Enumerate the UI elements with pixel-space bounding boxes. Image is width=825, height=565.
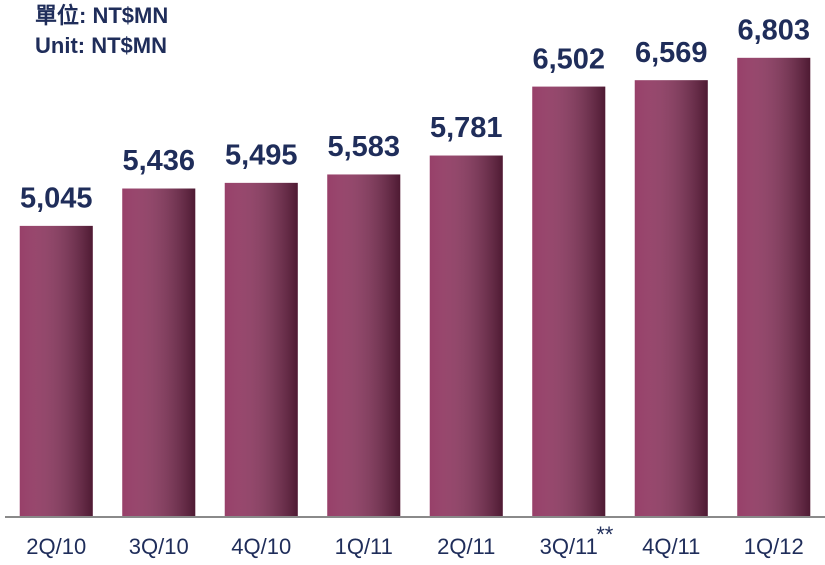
value-label: 5,495 — [225, 140, 298, 172]
unit-label: Unit: NT$MN — [35, 33, 167, 58]
x-tick-label: 1Q/11 — [335, 534, 393, 559]
value-label: 6,502 — [532, 43, 605, 75]
value-label: 6,803 — [737, 14, 810, 46]
bar-shade — [634, 80, 708, 517]
bar-shade — [429, 155, 503, 517]
bar-shade — [327, 174, 401, 517]
annotation: ** — [596, 522, 614, 547]
x-tick-label: 2Q/11 — [437, 534, 495, 559]
bar-shade — [224, 182, 298, 518]
value-label: 5,045 — [20, 183, 93, 215]
value-label: 5,781 — [430, 112, 503, 144]
bar-shade — [122, 188, 196, 517]
x-tick-label: 4Q/10 — [231, 534, 291, 559]
bar-shade — [532, 86, 606, 518]
x-tick-label: 3Q/10 — [129, 534, 189, 559]
bar-shade — [737, 57, 811, 518]
unit-label: 單位: NT$MN — [35, 3, 168, 28]
value-label: 5,583 — [327, 131, 400, 163]
x-tick-label: 1Q/12 — [744, 534, 804, 559]
value-label: 5,436 — [122, 145, 195, 177]
x-tick-label: 4Q/11 — [642, 534, 700, 559]
x-tick-label: 2Q/10 — [26, 534, 86, 559]
x-tick-label: 3Q/11 — [540, 534, 598, 559]
value-label: 6,569 — [635, 37, 708, 69]
bar-shade — [19, 225, 93, 517]
